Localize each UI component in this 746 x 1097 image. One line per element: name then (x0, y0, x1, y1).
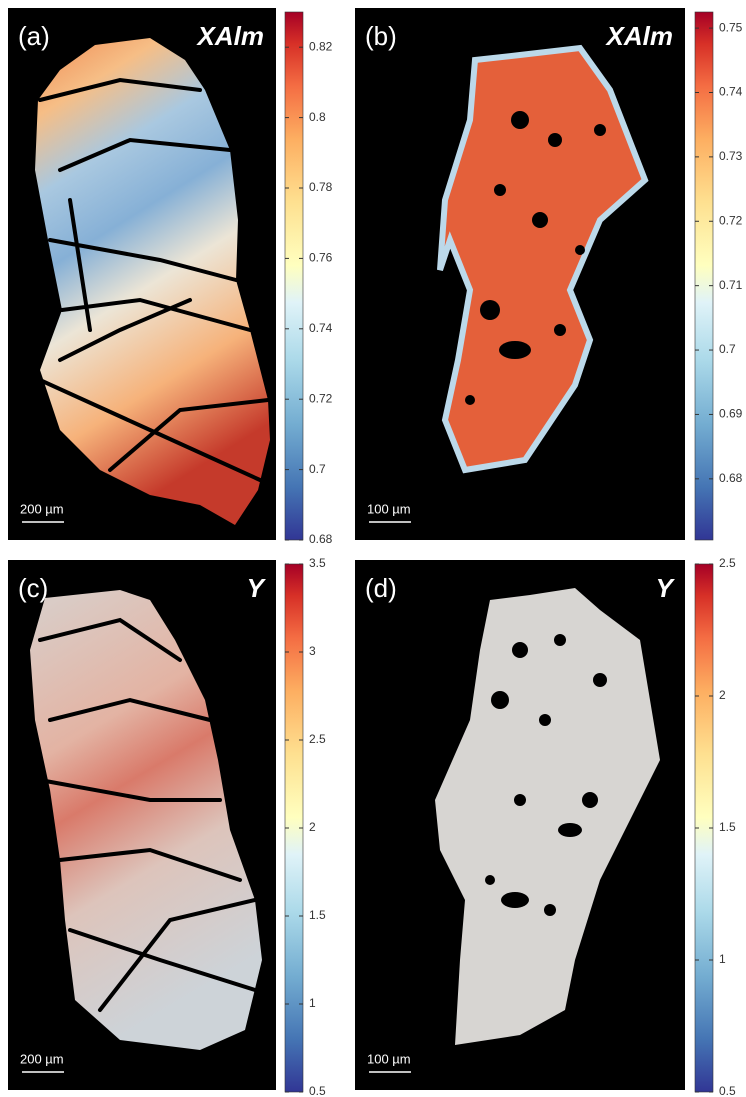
colorbar-tick-label: 1 (309, 996, 316, 1010)
colorbar-tick-label: 3.5 (309, 556, 326, 570)
colorbar-tick-label: 0.68 (309, 532, 333, 546)
colorbar-tick-label: 0.7 (719, 342, 736, 356)
panel-label: (d) (365, 573, 397, 603)
colorbar-tick-label: 0.5 (309, 1084, 326, 1097)
panel-a-image (8, 8, 276, 540)
panel-title: XAlm (605, 21, 673, 51)
colorbar-tick-label: 2 (719, 688, 726, 702)
colorbar-tick-label: 3 (309, 644, 316, 658)
colorbar-tick-label: 0.74 (309, 321, 333, 335)
colorbar-tick-label: 2 (309, 820, 316, 834)
colorbar-tick-label: 0.5 (719, 1084, 736, 1097)
panel-c-image (8, 560, 276, 1090)
colorbar (694, 11, 714, 541)
colorbar-tick-label: 0.78 (309, 180, 333, 194)
scale-bar-label: 200 µm (20, 501, 64, 516)
panel-title: XAlm (196, 21, 264, 51)
colorbar-tick-label: 0.71 (719, 278, 743, 292)
scale-bar-label: 100 µm (367, 1051, 411, 1066)
colorbar (284, 11, 304, 541)
colorbar-tick-label: 1.5 (309, 908, 326, 922)
colorbar-tick-label: 0.82 (309, 39, 333, 53)
colorbar-tick-label: 0.72 (309, 391, 333, 405)
scale-bar-label: 200 µm (20, 1051, 64, 1066)
panel-label: (b) (365, 21, 397, 51)
colorbar-tick-label: 0.69 (719, 407, 743, 421)
panel-label: (a) (18, 21, 50, 51)
colorbar-tick-label: 0.72 (719, 213, 743, 227)
panel-title: Y (656, 573, 676, 603)
panel-title: Y (247, 573, 267, 603)
panel-label: (c) (18, 573, 48, 603)
colorbar-tick-label: 1 (719, 952, 726, 966)
colorbar-tick-label: 0.74 (719, 85, 743, 99)
colorbar-tick-label: 2.5 (719, 556, 736, 570)
panel-d-image (355, 560, 685, 1090)
colorbar-tick-label: 0.76 (309, 251, 333, 265)
panel-b-image (355, 8, 685, 540)
scale-bar-label: 100 µm (367, 501, 411, 516)
colorbar-tick-label: 1.5 (719, 820, 736, 834)
colorbar-tick-label: 2.5 (309, 732, 326, 746)
colorbar-tick-label: 0.7 (309, 462, 326, 476)
colorbar-tick-label: 0.75 (719, 20, 743, 34)
colorbar-tick-label: 0.8 (309, 110, 326, 124)
colorbar-tick-label: 0.73 (719, 149, 743, 163)
colorbar-tick-label: 0.68 (719, 471, 743, 485)
